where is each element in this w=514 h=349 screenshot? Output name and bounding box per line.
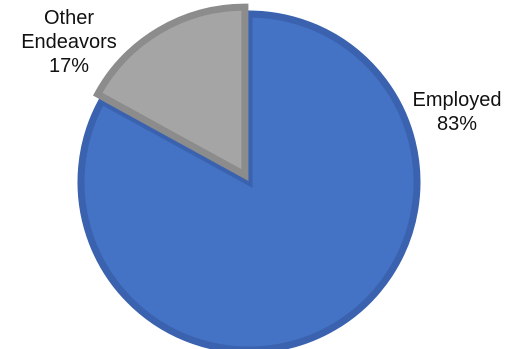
pie-slice-other-endeavors — [92, 3, 249, 182]
pie-slice-employed — [77, 10, 421, 349]
label-employed-pct: 83% — [437, 113, 477, 135]
label-employed-name: Employed — [413, 89, 502, 111]
label-other-pct: 17% — [49, 55, 89, 77]
label-other-name-line1: Other — [44, 7, 94, 29]
label-other-name-line2: Endeavors — [21, 31, 117, 53]
pie-slices — [77, 3, 421, 349]
